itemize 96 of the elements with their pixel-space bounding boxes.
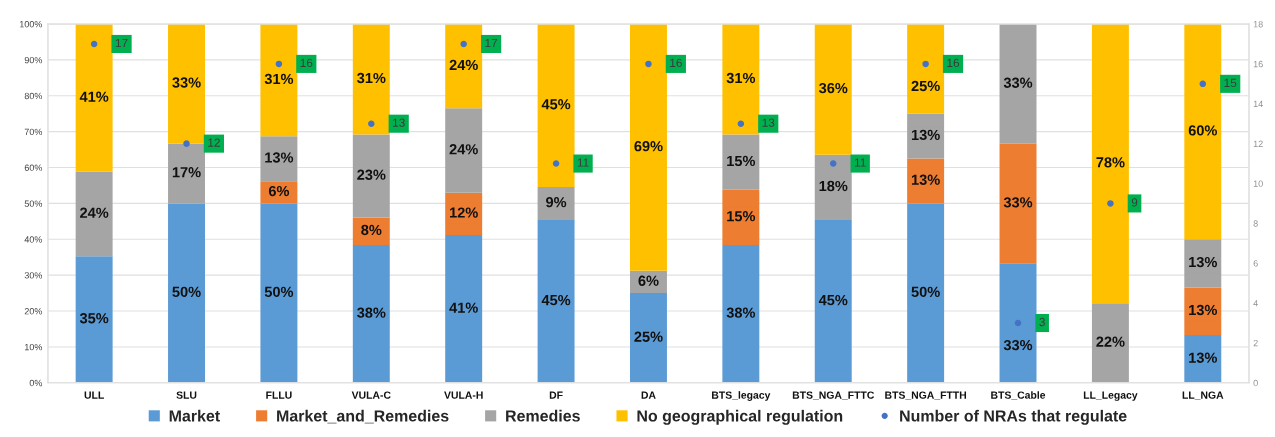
y-tick-label: 100% bbox=[19, 21, 43, 28]
legend-label: Market_and_Remedies bbox=[277, 409, 449, 424]
data-label: 13% bbox=[911, 174, 940, 185]
data-label: 24% bbox=[80, 207, 109, 218]
data-label: 9 bbox=[1131, 198, 1138, 207]
x-tick-label: BTS_NGA_FTTC bbox=[792, 391, 875, 400]
y2-tick-label: 8 bbox=[1253, 220, 1258, 227]
data-label: 12% bbox=[450, 207, 478, 218]
x-tick-label: VULA-H bbox=[444, 391, 483, 399]
data-label: 13% bbox=[911, 129, 940, 141]
data-label: 13% bbox=[265, 152, 294, 163]
x-tick-label: BTS_legacy bbox=[712, 391, 771, 401]
data-label: 3 bbox=[1039, 317, 1045, 327]
data-label: 33% bbox=[1003, 77, 1033, 88]
legend-label: Remedies bbox=[506, 409, 580, 422]
y-tick-label: 40% bbox=[24, 236, 43, 243]
data-label: 13% bbox=[1189, 304, 1218, 316]
data-label: 16 bbox=[947, 58, 960, 68]
data-label: 13% bbox=[1189, 352, 1218, 363]
data-label: 33% bbox=[172, 77, 201, 88]
y-tick-label: 0% bbox=[29, 379, 43, 387]
x-tick-label: BTS_Cable bbox=[991, 391, 1046, 400]
data-label: 60% bbox=[1188, 125, 1218, 136]
data-label: 41% bbox=[79, 91, 109, 102]
y2-tick-label: 16 bbox=[1253, 60, 1263, 68]
data-label: 50% bbox=[172, 286, 201, 298]
data-label: 18% bbox=[819, 180, 848, 192]
y2-tick-label: 12 bbox=[1253, 140, 1263, 147]
y2-tick-label: 10 bbox=[1253, 180, 1263, 187]
data-label: 13 bbox=[393, 118, 405, 127]
data-label: 33% bbox=[1003, 339, 1033, 351]
legend-label: Number of NRAs that regulate bbox=[900, 409, 1127, 425]
data-label: 78% bbox=[1096, 157, 1125, 168]
data-label: 69% bbox=[634, 141, 663, 152]
x-tick-label: BTS_NGA_FTTH bbox=[885, 391, 967, 400]
data-label: 9% bbox=[546, 197, 567, 208]
y2-tick-label: 6 bbox=[1253, 260, 1258, 267]
y-tick-label: 60% bbox=[24, 164, 43, 171]
data-label: 6% bbox=[638, 275, 659, 286]
data-label: 38% bbox=[726, 307, 756, 318]
data-label: 45% bbox=[541, 294, 571, 306]
data-label: 45% bbox=[818, 294, 848, 306]
data-label: 6% bbox=[268, 185, 290, 197]
y2-tick-label: 2 bbox=[1253, 339, 1258, 347]
y-tick-label: 30% bbox=[24, 272, 43, 279]
x-tick-label: DF bbox=[549, 391, 563, 399]
data-label: 36% bbox=[818, 82, 848, 94]
data-label: 23% bbox=[357, 169, 386, 180]
data-label: 25% bbox=[634, 331, 663, 342]
data-label: 31% bbox=[726, 72, 756, 84]
x-tick-label: LL_Legacy bbox=[1083, 391, 1138, 401]
x-tick-label: FLLU bbox=[266, 391, 292, 399]
data-label: 17 bbox=[115, 38, 128, 48]
data-label: 15% bbox=[727, 155, 756, 167]
y-tick-label: 70% bbox=[24, 128, 43, 136]
data-label: 31% bbox=[357, 72, 386, 84]
data-label: 15 bbox=[1224, 78, 1237, 87]
data-label: 50% bbox=[264, 286, 294, 298]
y-tick-label: 80% bbox=[24, 92, 43, 100]
data-label: 17% bbox=[172, 167, 201, 178]
y2-tick-label: 18 bbox=[1253, 21, 1263, 28]
legend-label: Market bbox=[169, 409, 220, 422]
data-label: 38% bbox=[357, 307, 386, 318]
legend-label: No geographical regulation bbox=[637, 409, 843, 425]
y-tick-label: 20% bbox=[24, 308, 43, 315]
data-label: 15% bbox=[727, 211, 756, 222]
x-tick-label: SLU bbox=[176, 391, 197, 399]
data-label: 11 bbox=[854, 158, 866, 167]
y2-tick-label: 14 bbox=[1253, 100, 1263, 108]
data-label: 33% bbox=[1003, 197, 1033, 208]
x-tick-label: ULL bbox=[84, 391, 104, 399]
y-tick-label: 50% bbox=[24, 200, 43, 207]
x-tick-label: LL_NGA bbox=[1182, 391, 1224, 400]
y-tick-label: 90% bbox=[24, 56, 43, 64]
data-label: 16 bbox=[300, 58, 313, 68]
y2-tick-label: 4 bbox=[1253, 300, 1258, 307]
data-label: 16 bbox=[670, 58, 682, 68]
data-label: 45% bbox=[541, 99, 571, 110]
data-label: 31% bbox=[264, 73, 294, 85]
data-label: 12 bbox=[208, 138, 220, 147]
data-label: 24% bbox=[449, 144, 478, 155]
data-label: 50% bbox=[911, 286, 940, 298]
data-label: 22% bbox=[1096, 336, 1125, 347]
data-label: 24% bbox=[449, 59, 478, 71]
x-tick-label: VULA-C bbox=[351, 391, 391, 399]
y2-tick-label: 0 bbox=[1253, 379, 1258, 387]
data-label: 13 bbox=[762, 118, 775, 127]
data-label: 35% bbox=[79, 313, 109, 324]
data-label: 11 bbox=[577, 158, 589, 167]
data-label: 25% bbox=[911, 80, 940, 92]
data-label: 8% bbox=[361, 224, 382, 236]
y-tick-label: 10% bbox=[25, 343, 43, 351]
data-label: 41% bbox=[449, 302, 478, 313]
x-tick-label: DA bbox=[641, 391, 656, 399]
data-label: 13% bbox=[1189, 256, 1218, 268]
data-label: 17 bbox=[485, 38, 498, 48]
